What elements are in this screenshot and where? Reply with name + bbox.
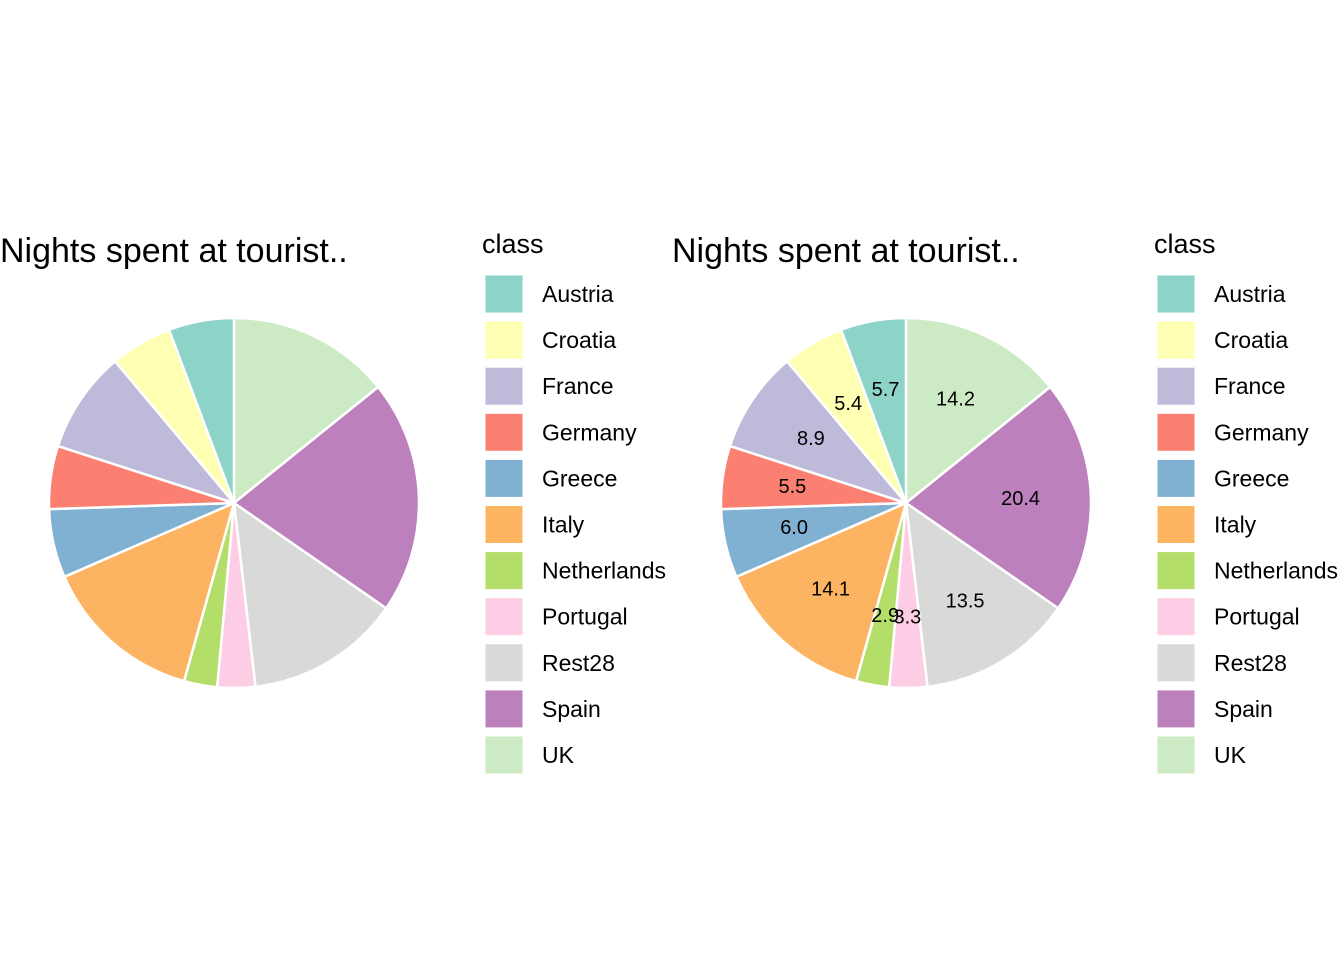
- data-label-italy: 14.1: [811, 579, 850, 601]
- legend: Austria Croatia France Germany Greece Italy Ne…: [1156, 274, 1338, 775]
- legend-label-germany: Germany: [1214, 419, 1309, 445]
- legend-swatch-austria: [484, 274, 524, 314]
- legend-swatch-portugal: [1156, 597, 1196, 637]
- data-label-france: 8.9: [797, 428, 825, 450]
- pie-chart-panel-left: Nights spent at tourist.. class Austria C…: [0, 229, 666, 775]
- slice-uk: [904, 316, 1052, 506]
- legend-label-italy: Italy: [542, 512, 585, 538]
- legend-swatch-uk: [484, 735, 524, 775]
- pie-data-labels: 14.2 20.4 13.5 3.32.9 14.1 6.0 5.5 8.9 5.4 5.7: [778, 379, 1040, 629]
- data-label-portugal: 3.3: [893, 607, 921, 629]
- legend-swatch-netherlands: [484, 551, 524, 591]
- legend-label-italy: Italy: [1214, 512, 1257, 538]
- legend-label-portugal: Portugal: [1214, 604, 1300, 630]
- chart-title: Nights spent at tourist..: [672, 232, 1020, 270]
- legend-swatch-italy: [1156, 505, 1196, 544]
- data-label-germany: 5.5: [778, 476, 806, 498]
- data-label-austria: 5.7: [872, 379, 900, 401]
- legend-label-netherlands: Netherlands: [542, 558, 666, 584]
- legend-label-croatia: Croatia: [1214, 327, 1288, 353]
- data-label-rest28: 13.5: [946, 590, 985, 612]
- legend-label-spain: Spain: [542, 696, 601, 722]
- pie-chart-panel-right: Nights spent at tourist.. 14.2 20.4 13.5 3.…: [672, 0, 1344, 960]
- pie-chart-left: Nights spent at tourist.. class Austria C…: [0, 229, 666, 775]
- slice-uk: [232, 316, 380, 506]
- legend-label-greece: Greece: [1214, 465, 1289, 491]
- legend-swatch-spain: [1156, 689, 1196, 729]
- legend-title: class: [1154, 229, 1216, 259]
- legend-swatch-france: [484, 366, 524, 406]
- legend-swatch-france: [1156, 366, 1196, 406]
- slice-rest28: [904, 500, 1060, 689]
- legend-label-netherlands: Netherlands: [1214, 558, 1338, 584]
- legend-swatch-croatia: [1156, 320, 1196, 360]
- slice-italy: [62, 500, 236, 683]
- legend-label-france: France: [1214, 373, 1286, 399]
- legend-label-austria: Austria: [1214, 281, 1286, 307]
- legend-swatch-portugal: [484, 597, 524, 637]
- slice-austria: [167, 316, 236, 504]
- legend-label-uk: UK: [1214, 742, 1247, 768]
- legend-swatch-rest28: [1156, 643, 1196, 683]
- legend-swatch-rest28: [484, 643, 524, 683]
- legend: Austria Croatia France Germany Greece Italy Ne…: [484, 274, 666, 775]
- pie-slices: [719, 316, 1093, 690]
- legend-label-germany: Germany: [542, 419, 637, 445]
- data-label-croatia: 5.4: [834, 393, 862, 415]
- legend-label-uk: UK: [542, 742, 575, 768]
- slice-france: [56, 359, 238, 506]
- legend-label-croatia: Croatia: [542, 327, 616, 353]
- pie-slices: [47, 316, 421, 690]
- slice-france: [728, 359, 910, 506]
- legend-swatch-italy: [484, 505, 524, 544]
- slice-spain: [231, 385, 421, 611]
- data-label-uk: 14.2: [936, 389, 975, 411]
- legend-swatch-spain: [484, 689, 524, 729]
- data-label-greece: 6.0: [780, 517, 808, 539]
- legend-label-greece: Greece: [542, 465, 617, 491]
- legend-swatch-croatia: [484, 320, 524, 360]
- legend-label-rest28: Rest28: [542, 650, 615, 676]
- legend-swatch-germany: [484, 412, 524, 452]
- slice-italy: [734, 500, 908, 683]
- legend-swatch-germany: [1156, 412, 1196, 452]
- legend-swatch-uk: [1156, 735, 1196, 775]
- slice-spain: [903, 385, 1093, 611]
- legend-label-rest28: Rest28: [1214, 650, 1287, 676]
- pie-chart-right: Nights spent at tourist.. 14.2 20.4 13.5 3.…: [672, 229, 1338, 775]
- legend-swatch-austria: [1156, 274, 1196, 314]
- slice-austria: [839, 316, 908, 504]
- legend-title: class: [482, 229, 544, 259]
- chart-title: Nights spent at tourist..: [0, 232, 348, 270]
- data-label-netherlands: 2.9: [871, 605, 899, 627]
- legend-label-portugal: Portugal: [542, 604, 628, 630]
- legend-swatch-greece: [1156, 458, 1196, 498]
- legend-swatch-greece: [484, 458, 524, 498]
- legend-label-france: France: [542, 373, 614, 399]
- legend-label-spain: Spain: [1214, 696, 1273, 722]
- data-label-spain: 20.4: [1001, 488, 1040, 510]
- slice-rest28: [232, 500, 388, 689]
- legend-label-austria: Austria: [542, 281, 614, 307]
- legend-swatch-netherlands: [1156, 551, 1196, 591]
